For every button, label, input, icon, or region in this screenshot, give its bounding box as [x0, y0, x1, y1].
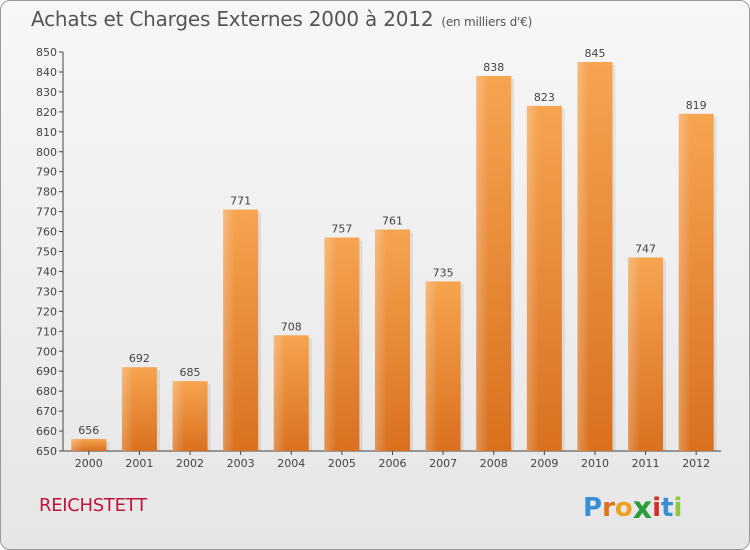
y-tick-label: 810: [36, 126, 57, 139]
x-tick-label: 2001: [125, 457, 153, 470]
chart-unit: (en milliers d'€): [441, 15, 533, 29]
logo-letter: r: [602, 493, 615, 523]
logo-letter: P: [583, 493, 603, 523]
y-tick-label: 770: [36, 206, 57, 219]
chart-title-text: Achats et Charges Externes 2000 à 2012: [31, 7, 434, 31]
bar-value-label: 761: [382, 215, 403, 228]
bar-highlight: [273, 335, 287, 451]
bar-value-label: 685: [180, 366, 201, 379]
y-tick-label: 710: [36, 325, 57, 338]
bar-highlight: [172, 381, 185, 451]
bar-highlight: [324, 237, 337, 451]
y-tick-label: 760: [36, 226, 57, 239]
x-tick-label: 2007: [429, 457, 457, 470]
y-tick-label: 650: [36, 445, 57, 458]
bar-value-label: 708: [281, 320, 302, 333]
bar-value-label: 819: [686, 99, 707, 112]
bar-highlight: [223, 209, 236, 451]
y-tick-label: 670: [36, 405, 57, 418]
y-tick-label: 790: [36, 166, 57, 179]
bar-highlight: [628, 257, 641, 451]
bar-highlight: [375, 229, 388, 451]
bar-value-label: 823: [534, 91, 555, 104]
y-tick-label: 750: [36, 246, 57, 259]
logo-letter: o: [614, 493, 633, 523]
y-tick-label: 700: [36, 345, 57, 358]
logo-letter: i: [652, 493, 662, 523]
logo-letter: x: [632, 491, 653, 526]
bar-value-label: 692: [129, 352, 150, 365]
y-tick-label: 720: [36, 305, 57, 318]
bar-highlight: [678, 113, 691, 451]
x-tick-label: 2008: [480, 457, 508, 470]
y-tick-label: 730: [36, 285, 57, 298]
y-tick-label: 850: [36, 46, 57, 59]
city-name: REICHSTETT: [39, 495, 147, 516]
bar-value-label: 747: [635, 242, 656, 255]
y-tick-label: 660: [36, 425, 57, 438]
y-tick-label: 780: [36, 186, 57, 199]
y-tick-label: 820: [36, 106, 57, 119]
x-tick-label: 2006: [379, 457, 407, 470]
y-tick-label: 740: [36, 265, 57, 278]
bar-value-label: 656: [78, 424, 99, 437]
x-tick-label: 2003: [227, 457, 255, 470]
logo-letter: i: [673, 493, 683, 523]
y-tick-label: 680: [36, 385, 57, 398]
bar-highlight: [425, 281, 438, 451]
x-tick-label: 2010: [581, 457, 609, 470]
x-tick-label: 2000: [75, 457, 103, 470]
x-tick-label: 2002: [176, 457, 204, 470]
chart-title: Achats et Charges Externes 2000 à 2012 (e…: [31, 7, 532, 31]
x-tick-label: 2005: [328, 457, 356, 470]
y-tick-label: 830: [36, 86, 57, 99]
bar-value-label: 757: [331, 223, 352, 236]
bar-highlight: [526, 105, 540, 452]
bar-value-label: 771: [230, 195, 251, 208]
x-tick-label: 2011: [632, 457, 660, 470]
y-tick-label: 840: [36, 66, 57, 79]
bar-value-label: 845: [584, 47, 605, 60]
bar-highlight: [71, 439, 84, 451]
bar: [71, 439, 107, 451]
bar-highlight: [121, 367, 135, 451]
bar-value-label: 838: [483, 61, 504, 74]
y-tick-label: 800: [36, 146, 57, 159]
axes: 650 660 670 680 690 700 710 720 730 740 750 760 770 7…: [36, 46, 721, 470]
bars: [71, 61, 717, 452]
value-labels: 656 692 685 771 708 757 761 735 838 823 845 747 819: [78, 47, 706, 437]
y-tick-label: 690: [36, 365, 57, 378]
proxiti-logo[interactable]: Proxiti: [583, 489, 683, 526]
x-tick-label: 2009: [530, 457, 558, 470]
bar-highlight: [577, 61, 590, 451]
x-tick-label: 2004: [277, 457, 305, 470]
x-tick-label: 2012: [682, 457, 710, 470]
bar-value-label: 735: [433, 266, 454, 279]
logo-letter: t: [661, 493, 674, 523]
bar-highlight: [476, 75, 489, 451]
